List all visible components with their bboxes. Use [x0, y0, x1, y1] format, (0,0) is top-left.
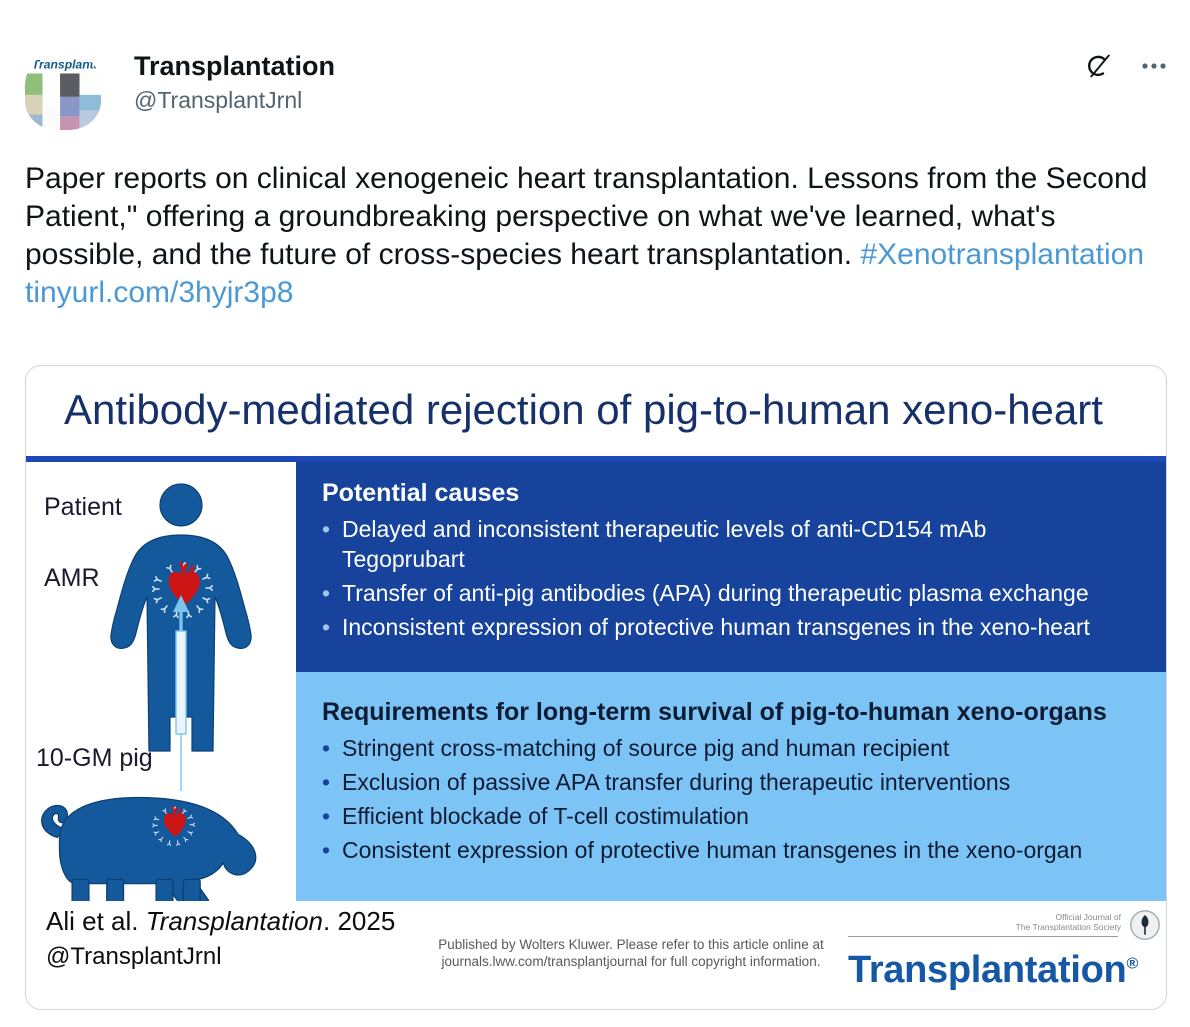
svg-text:Patient: Patient	[44, 493, 122, 521]
svg-text:Transplantation: Transplantation	[32, 58, 101, 72]
svg-text:AMR: AMR	[44, 564, 100, 592]
svg-text:10-GM pig: 10-GM pig	[36, 744, 153, 772]
